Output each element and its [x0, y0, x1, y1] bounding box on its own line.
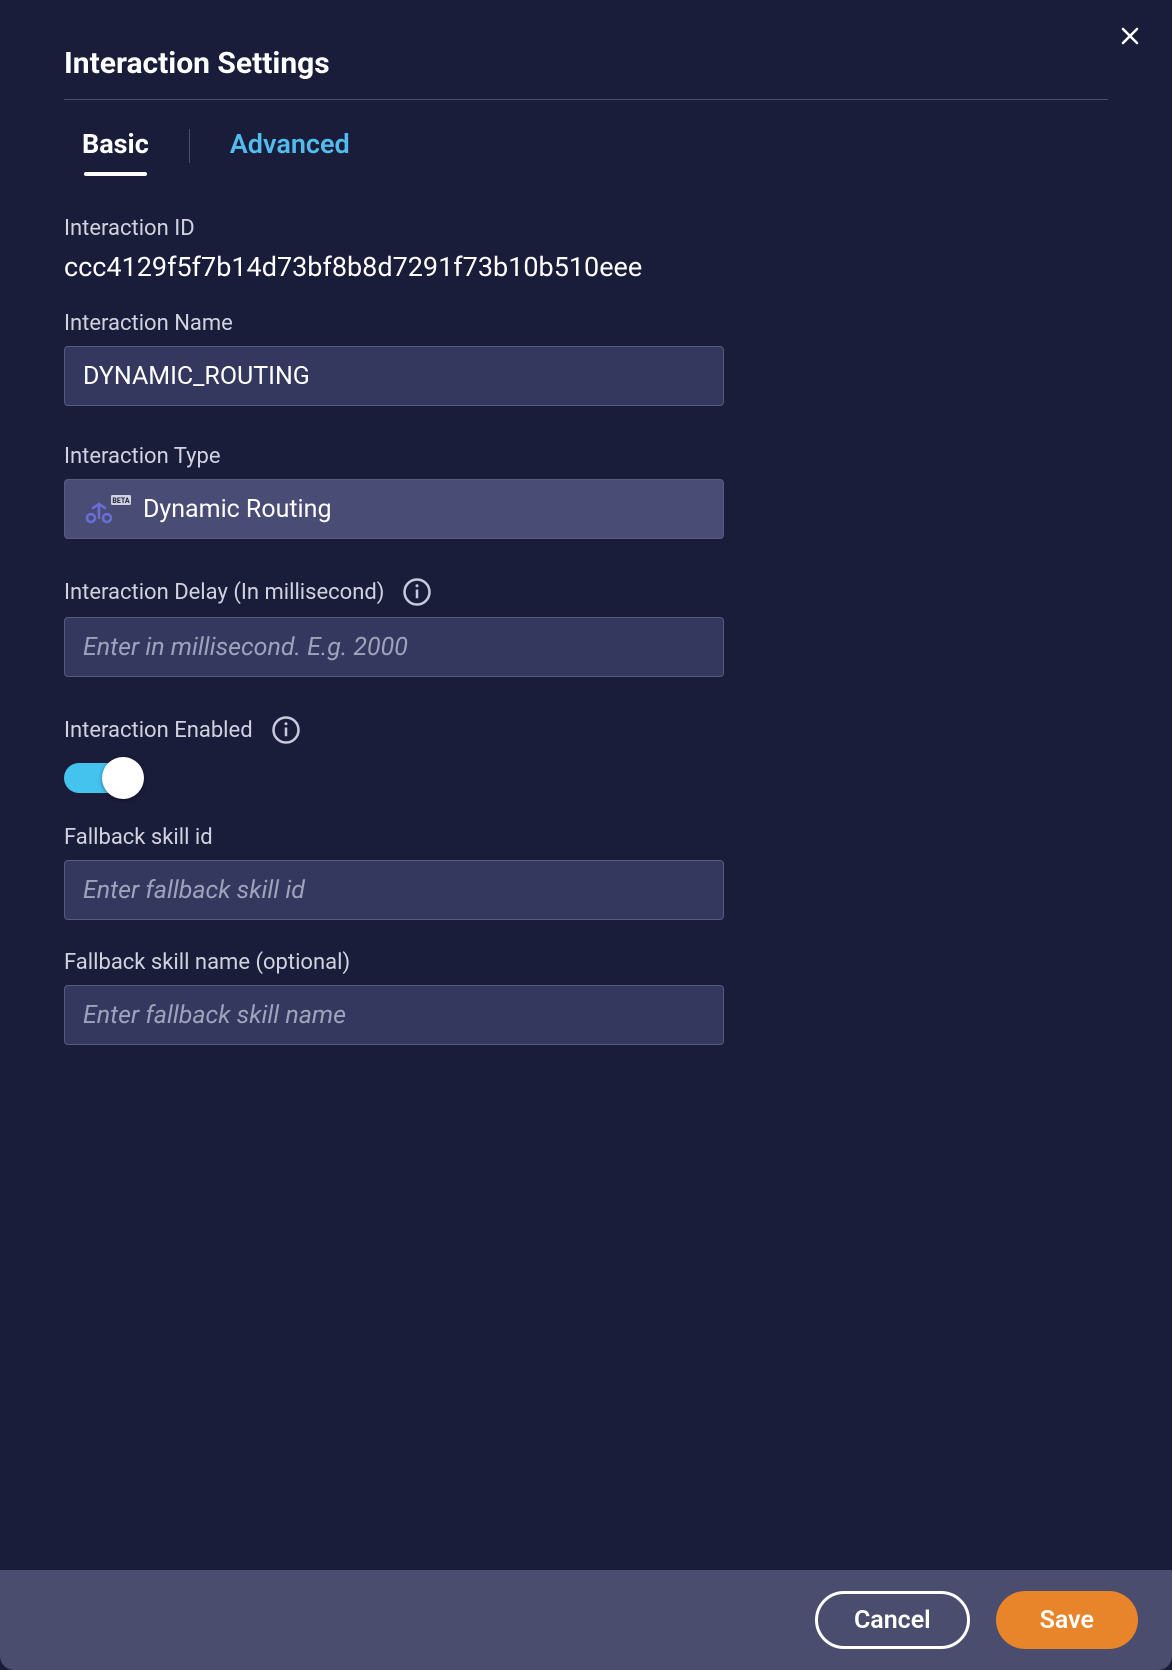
cancel-button[interactable]: Cancel: [815, 1591, 970, 1649]
field-interaction-name: Interaction Name: [64, 311, 1108, 406]
label-interaction-enabled-text: Interaction Enabled: [64, 718, 253, 743]
input-interaction-name[interactable]: [64, 346, 724, 406]
select-interaction-type[interactable]: BETA Dynamic Routing: [64, 479, 724, 539]
modal-title: Interaction Settings: [64, 46, 1108, 99]
label-fallback-skill-name: Fallback skill name (optional): [64, 950, 1108, 975]
field-interaction-delay: Interaction Delay (In millisecond): [64, 577, 1108, 677]
select-interaction-type-value: Dynamic Routing: [143, 495, 331, 524]
field-interaction-type: Interaction Type BETA: [64, 444, 1108, 539]
svg-text:BETA: BETA: [112, 497, 129, 505]
title-divider: [64, 99, 1108, 100]
label-fallback-skill-id: Fallback skill id: [64, 825, 1108, 850]
tab-advanced[interactable]: Advanced: [230, 122, 350, 170]
close-button[interactable]: [1112, 18, 1148, 54]
input-fallback-skill-id[interactable]: [64, 860, 724, 920]
label-interaction-type: Interaction Type: [64, 444, 1108, 469]
tabs: Basic Advanced: [64, 122, 1108, 170]
interaction-settings-modal: Interaction Settings Basic Advanced Inte…: [0, 0, 1172, 1670]
field-fallback-skill-name: Fallback skill name (optional): [64, 950, 1108, 1045]
dynamic-routing-icon: BETA: [83, 492, 131, 526]
label-interaction-enabled: Interaction Enabled: [64, 715, 1108, 745]
close-icon: [1118, 24, 1142, 48]
label-interaction-delay: Interaction Delay (In millisecond): [64, 577, 1108, 607]
label-interaction-delay-text: Interaction Delay (In millisecond): [64, 580, 384, 605]
modal-content: Interaction Settings Basic Advanced Inte…: [0, 0, 1172, 1570]
field-interaction-id: Interaction ID ccc4129f5f7b14d73bf8b8d72…: [64, 216, 1108, 283]
save-button[interactable]: Save: [996, 1591, 1138, 1649]
tab-basic[interactable]: Basic: [82, 122, 149, 170]
value-interaction-id: ccc4129f5f7b14d73bf8b8d7291f73b10b510eee: [64, 251, 1108, 283]
info-icon-delay[interactable]: [402, 577, 432, 607]
input-interaction-delay[interactable]: [64, 617, 724, 677]
info-icon-enabled[interactable]: [271, 715, 301, 745]
toggle-interaction-enabled[interactable]: [64, 757, 150, 797]
toggle-thumb: [102, 757, 144, 799]
field-interaction-enabled: Interaction Enabled: [64, 715, 1108, 797]
input-fallback-skill-name[interactable]: [64, 985, 724, 1045]
label-interaction-id: Interaction ID: [64, 216, 1108, 241]
label-interaction-name: Interaction Name: [64, 311, 1108, 336]
tab-divider: [189, 129, 190, 163]
modal-footer: Cancel Save: [0, 1570, 1172, 1670]
field-fallback-skill-id: Fallback skill id: [64, 825, 1108, 920]
